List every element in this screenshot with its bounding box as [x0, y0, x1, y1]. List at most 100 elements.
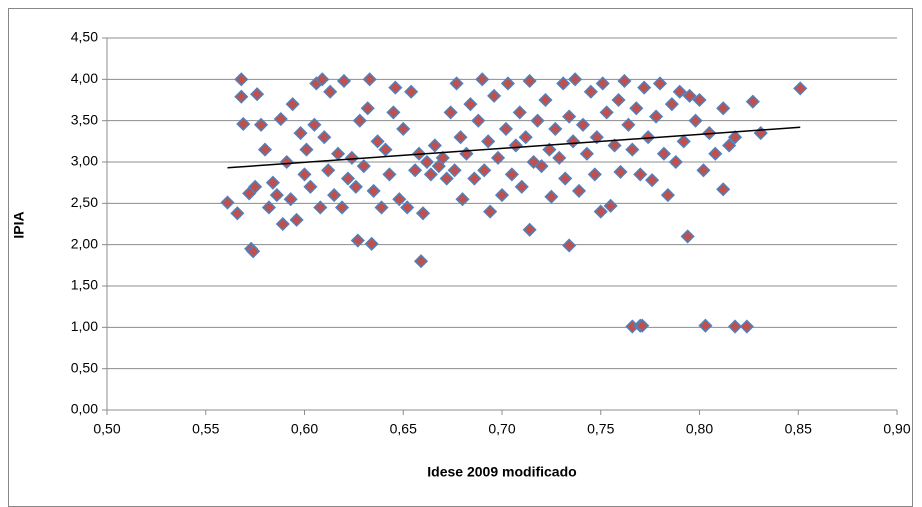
- point: [504, 167, 519, 182]
- point: [568, 72, 583, 87]
- point: [633, 167, 648, 182]
- point: [716, 101, 731, 116]
- point: [356, 159, 371, 174]
- point: [415, 206, 431, 221]
- point: [494, 188, 510, 203]
- point: [589, 130, 604, 145]
- point: [396, 121, 411, 136]
- point: [708, 146, 723, 161]
- point: [234, 89, 249, 104]
- point: [562, 109, 577, 124]
- point: [427, 138, 442, 153]
- point: [382, 167, 397, 182]
- y-tick-label: 1,50: [71, 277, 98, 293]
- point: [315, 72, 330, 87]
- point: [348, 179, 363, 194]
- point: [716, 182, 731, 197]
- point: [512, 105, 527, 120]
- point: [400, 200, 415, 215]
- point: [593, 204, 608, 219]
- point: [613, 164, 628, 179]
- point: [471, 113, 486, 128]
- y-tick-label: 0,00: [71, 401, 98, 417]
- point: [500, 76, 515, 91]
- point: [672, 84, 687, 99]
- point: [603, 198, 618, 213]
- point: [289, 212, 304, 227]
- point: [350, 233, 365, 248]
- point: [595, 76, 610, 91]
- point: [534, 159, 549, 174]
- point: [275, 216, 290, 232]
- point: [250, 87, 265, 102]
- point: [739, 319, 754, 334]
- point: [682, 88, 697, 103]
- point: [293, 126, 308, 141]
- point: [269, 188, 284, 203]
- point: [656, 146, 672, 161]
- x-tick-label: 0,75: [587, 421, 614, 437]
- point: [299, 142, 314, 157]
- point: [508, 138, 523, 153]
- point: [556, 76, 571, 91]
- point: [340, 171, 356, 186]
- point: [637, 80, 652, 95]
- point: [722, 138, 737, 153]
- point: [419, 154, 435, 170]
- point: [413, 254, 429, 269]
- point: [257, 142, 273, 157]
- x-tick-label: 0,60: [291, 421, 318, 437]
- point: [629, 101, 644, 116]
- point: [680, 229, 695, 244]
- point: [408, 163, 423, 178]
- point: [246, 244, 261, 259]
- point: [648, 109, 664, 124]
- point: [475, 72, 490, 87]
- point: [668, 154, 683, 170]
- point: [435, 150, 450, 165]
- point: [542, 142, 557, 157]
- point: [698, 318, 713, 333]
- point: [566, 134, 581, 149]
- point: [664, 97, 679, 112]
- point: [544, 189, 559, 204]
- point: [388, 80, 403, 95]
- point: [611, 92, 626, 108]
- point: [548, 121, 563, 136]
- point: [467, 171, 482, 186]
- point: [336, 73, 352, 89]
- point: [607, 138, 622, 153]
- point: [443, 105, 458, 120]
- point: [279, 154, 294, 170]
- y-tick-label: 0,50: [71, 359, 98, 375]
- point: [423, 167, 438, 182]
- point: [313, 200, 328, 215]
- point: [386, 105, 401, 120]
- point: [248, 179, 263, 194]
- y-axis-title: IPIA: [11, 211, 27, 238]
- point: [362, 72, 377, 87]
- point: [327, 188, 342, 203]
- y-tick-label: 3,00: [71, 153, 98, 169]
- point: [360, 101, 375, 116]
- point: [583, 84, 598, 99]
- point: [392, 192, 407, 207]
- point: [692, 92, 707, 108]
- chart-border: [8, 8, 913, 507]
- point: [303, 179, 318, 194]
- point: [617, 73, 632, 89]
- point: [552, 150, 567, 165]
- point: [370, 134, 385, 149]
- point: [273, 111, 288, 127]
- y-tick-label: 4,00: [71, 70, 98, 86]
- y-tick-label: 4,50: [71, 29, 98, 45]
- point: [727, 130, 743, 145]
- point: [538, 92, 553, 108]
- point: [463, 97, 478, 112]
- point: [530, 113, 545, 128]
- point: [641, 130, 656, 145]
- point: [793, 81, 808, 96]
- y-tick-label: 2,00: [71, 235, 98, 251]
